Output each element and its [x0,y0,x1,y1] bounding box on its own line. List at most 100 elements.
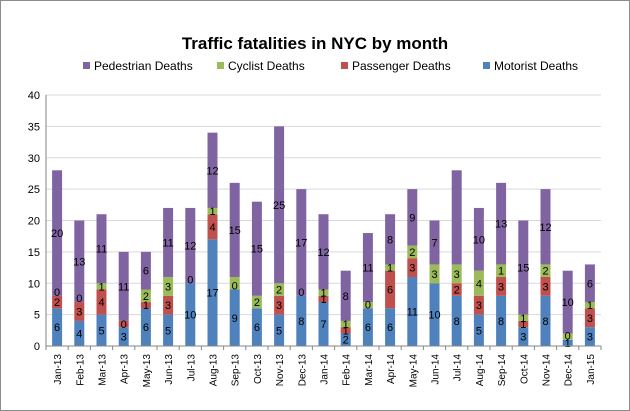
bar-pedestrian-deaths-sep-14 [496,182,507,265]
data-label-passenger-deaths: 1 [520,319,526,331]
data-label-passenger-deaths: 0 [121,319,127,331]
y-tick-label: 35 [28,121,40,133]
data-label-cyclist-deaths: 1 [387,263,393,275]
bar-motorist-deaths-feb-13 [74,320,85,346]
data-label-motorist-deaths: 8 [454,316,460,328]
bar-motorist-deaths-may-14 [407,276,418,346]
bar-cyclist-deaths-oct-13 [251,295,262,309]
data-label-passenger-deaths: 3 [542,281,548,293]
data-label-passenger-deaths: 3 [165,300,171,312]
x-tick-label: Jul-14 [453,354,464,382]
data-label-cyclist-deaths: 1 [209,206,215,218]
data-label-pedestrian-deaths: 10 [473,234,485,246]
bar-pedestrian-deaths-jan-15 [584,264,595,303]
data-label-cyclist-deaths: 3 [165,281,171,293]
data-label-pedestrian-deaths: 10 [562,297,574,309]
x-tick-label: Jun-14 [431,354,442,385]
bar-motorist-deaths-mar-14 [362,308,373,346]
bar-pedestrian-deaths-dec-13 [296,189,307,296]
data-label-cyclist-deaths: 0 [298,287,304,299]
data-label-cyclist-deaths: 2 [254,297,260,309]
bar-passenger-deaths-jan-15 [584,308,595,328]
bar-cyclist-deaths-dec-14 [562,333,573,340]
bar-motorist-deaths-aug-14 [473,314,484,346]
data-label-passenger-deaths: 1 [320,294,326,306]
data-label-motorist-deaths: 17 [206,288,218,300]
bar-passenger-deaths-aug-14 [473,295,484,315]
bar-motorist-deaths-apr-14 [385,308,396,346]
data-label-motorist-deaths: 10 [428,310,440,322]
data-label-passenger-deaths: 6 [387,285,393,297]
data-labels: 6202043013541113011612653311100121741129… [51,165,593,350]
data-label-cyclist-deaths: 1 [98,281,104,293]
x-axis: Jan-13 Feb-13 Mar-13 Apr-13 May-13 Jun-13 Jul-… [45,345,602,388]
y-tick-label: 5 [34,310,40,322]
data-label-motorist-deaths: 6 [254,322,260,334]
data-label-passenger-deaths: 3 [76,306,82,318]
bar-motorist-deaths-oct-13 [251,308,262,346]
bar-passenger-deaths-jul-14 [451,283,462,296]
data-label-cyclist-deaths: 1 [320,288,326,300]
data-label-pedestrian-deaths: 6 [587,278,593,290]
bar-cyclist-deaths-nov-14 [540,264,551,277]
bar-pedestrian-deaths-mar-13 [96,214,107,284]
data-label-pedestrian-deaths: 11 [96,244,107,256]
bar-motorist-deaths-dec-14 [562,339,573,346]
data-label-cyclist-deaths: 2 [276,285,282,297]
data-label-passenger-deaths: 0 [365,299,371,311]
bar-motorist-deaths-aug-13 [207,239,218,346]
data-label-pedestrian-deaths: 11 [362,263,373,275]
bar-passenger-deaths-aug-13 [207,214,218,240]
bar-motorist-deaths-jan-14 [318,302,329,346]
data-label-pedestrian-deaths: 7 [431,237,437,249]
bar-pedestrian-deaths-mar-14 [362,233,373,303]
data-label-passenger-deaths: 4 [209,222,215,234]
bar-cyclist-deaths-feb-14 [340,320,351,328]
chart-title: Traffic fatalities in NYC by month [182,34,448,53]
data-label-motorist-deaths: 9 [232,313,238,325]
data-label-cyclist-deaths: 1 [498,266,504,278]
data-label-motorist-deaths: 5 [276,325,282,337]
data-label-motorist-deaths: 8 [298,316,304,328]
y-tick-label: 10 [28,278,40,290]
bar-motorist-deaths-jun-13 [163,314,174,346]
y-tick-label: 30 [28,153,40,165]
data-label-passenger-deaths: 3 [409,263,415,275]
bar-motorist-deaths-jan-13 [52,308,63,346]
bar-passenger-deaths-may-13 [140,302,151,309]
y-tick-label: 20 [28,216,40,228]
bar-passenger-deaths-feb-14 [340,327,351,334]
data-label-motorist-deaths: 1 [565,338,571,350]
bar-motorist-deaths-mar-13 [96,314,107,346]
bar-pedestrian-deaths-may-13 [140,251,151,290]
legend-label-cyclist-deaths: Cyclist Deaths [228,59,305,73]
bar-passenger-deaths-jan-13 [52,295,63,309]
bar-motorist-deaths-sep-14 [496,295,507,346]
x-tick-label: May-14 [408,354,419,388]
data-label-motorist-deaths: 3 [520,332,526,344]
bar-cyclist-deaths-jan-14 [318,289,329,296]
data-label-motorist-deaths: 7 [320,319,326,331]
data-label-cyclist-deaths: 2 [542,266,548,278]
data-label-pedestrian-deaths: 8 [387,234,393,246]
bar-motorist-deaths-sep-13 [229,289,240,346]
data-label-cyclist-deaths: 2 [143,291,149,303]
data-label-motorist-deaths: 6 [143,322,149,334]
data-label-passenger-deaths: 3 [498,281,504,293]
bar-pedestrian-deaths-jul-13 [185,207,196,284]
bar-passenger-deaths-jun-13 [163,295,174,315]
data-label-pedestrian-deaths: 13 [73,256,85,268]
data-label-cyclist-deaths: 3 [431,269,437,281]
bar-cyclist-deaths-may-14 [407,245,418,259]
x-tick-label: Sep-14 [497,354,508,387]
bar-cyclist-deaths-may-13 [140,289,151,303]
bar-pedestrian-deaths-jan-14 [318,214,329,290]
bar-pedestrian-deaths-apr-14 [385,214,396,265]
data-label-cyclist-deaths: 1 [587,300,593,312]
x-tick-label: Dec-13 [297,354,308,387]
legend-label-motorist-deaths: Motorist Deaths [494,59,578,73]
bar-cyclist-deaths-oct-14 [518,314,529,321]
bar-passenger-deaths-nov-13 [274,295,285,315]
bar-passenger-deaths-jan-14 [318,295,329,303]
